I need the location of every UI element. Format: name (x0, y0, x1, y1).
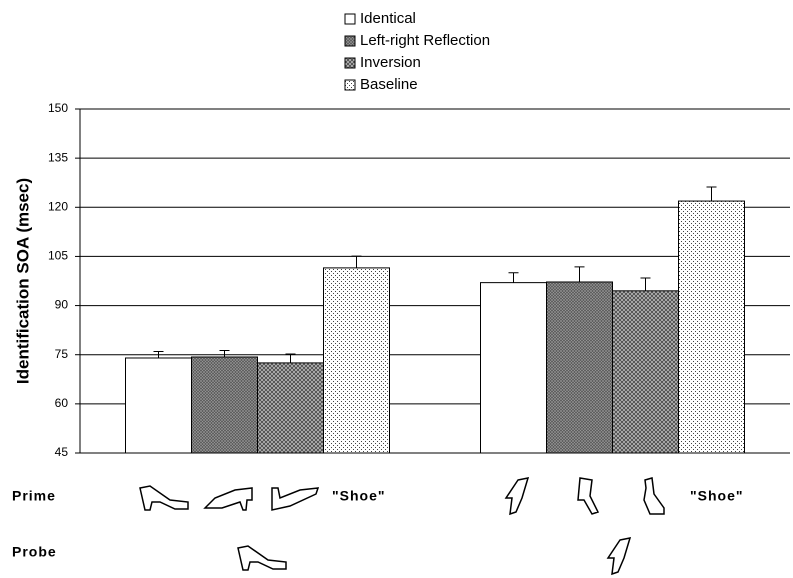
error-bar (286, 354, 296, 363)
bar (192, 357, 258, 453)
y-tick-label: 120 (48, 199, 68, 213)
legend-label: Baseline (360, 76, 418, 93)
error-bar (575, 267, 585, 282)
legend-label: Left-right Reflection (360, 32, 490, 49)
error-bar (220, 350, 230, 357)
legend-label: Inversion (360, 54, 421, 71)
bar (547, 282, 613, 453)
legend-swatch (345, 80, 355, 90)
probe-label: Probe (12, 544, 57, 560)
y-axis-label: Identification SOA (msec) (13, 178, 32, 384)
y-tick-label: 90 (55, 298, 69, 312)
bar (481, 283, 547, 453)
legend-label: Identical (360, 10, 416, 27)
shoe-icons (140, 478, 664, 574)
y-tick-label: 105 (48, 249, 68, 263)
bar (613, 291, 679, 453)
legend-swatch (345, 14, 355, 24)
error-bar (641, 278, 651, 291)
annotation: "Shoe" (690, 488, 744, 504)
error-bar (707, 187, 717, 201)
bar (679, 201, 745, 453)
legend-swatch (345, 58, 355, 68)
y-tick-label: 45 (55, 445, 69, 459)
bar (126, 358, 192, 453)
bar (258, 363, 324, 453)
legend-swatch (345, 36, 355, 46)
annotation: "Shoe" (332, 488, 386, 504)
y-tick-label: 135 (48, 150, 68, 164)
y-tick-label: 150 (48, 101, 68, 115)
y-tick-label: 60 (55, 396, 69, 410)
error-bar (352, 256, 362, 268)
prime-label: Prime (12, 488, 56, 504)
chart: Identification SOA (msec) Prime Probe "S… (0, 0, 793, 578)
y-tick-label: 75 (55, 347, 69, 361)
error-bar (509, 273, 519, 283)
bar (324, 268, 390, 453)
